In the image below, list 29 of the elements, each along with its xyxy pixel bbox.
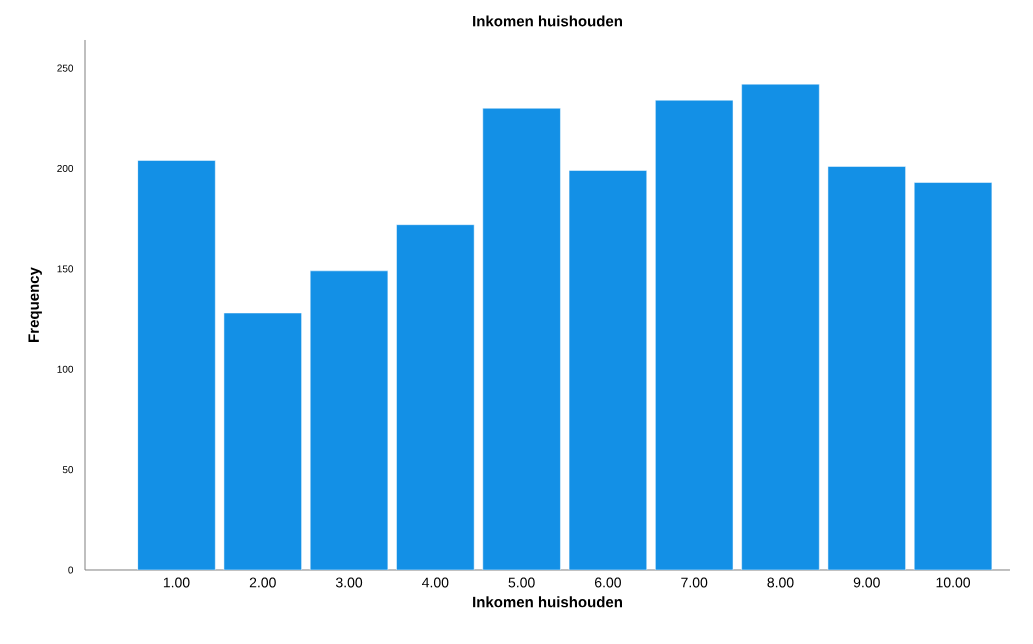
bar (827, 166, 906, 570)
x-tick-label: 7.00 (681, 577, 708, 588)
y-tick-label: 0 (68, 566, 74, 574)
chart-title: Inkomen huishouden (473, 15, 622, 27)
y-tick-label: 200 (57, 164, 74, 173)
x-tick-label: 6.00 (594, 577, 621, 588)
x-tick-label: 2.00 (249, 577, 276, 588)
bar (309, 270, 389, 570)
bar (482, 107, 561, 570)
y-axis-title: Frequency (28, 267, 42, 342)
bar (913, 182, 993, 570)
y-tick-label: 250 (57, 64, 74, 72)
y-tick-label: 150 (57, 265, 74, 273)
bar (741, 83, 820, 570)
y-tick-label: 100 (57, 365, 74, 373)
bar (223, 312, 302, 570)
x-tick-label: 1.00 (163, 577, 190, 588)
bar (655, 99, 734, 570)
y-tick-label: 50 (62, 466, 74, 474)
x-tick-label: 3.00 (335, 577, 363, 588)
x-tick-label: 4.00 (422, 577, 449, 588)
x-tick-label: 9.00 (853, 577, 880, 588)
bar (568, 170, 647, 570)
x-tick-label: 5.00 (508, 577, 535, 588)
bar (396, 224, 475, 570)
x-tick-label: 10.00 (936, 577, 971, 588)
bar (137, 160, 216, 570)
x-axis-title: Inkomen huishouden (473, 596, 622, 608)
x-tick-label: 8.00 (767, 577, 794, 588)
